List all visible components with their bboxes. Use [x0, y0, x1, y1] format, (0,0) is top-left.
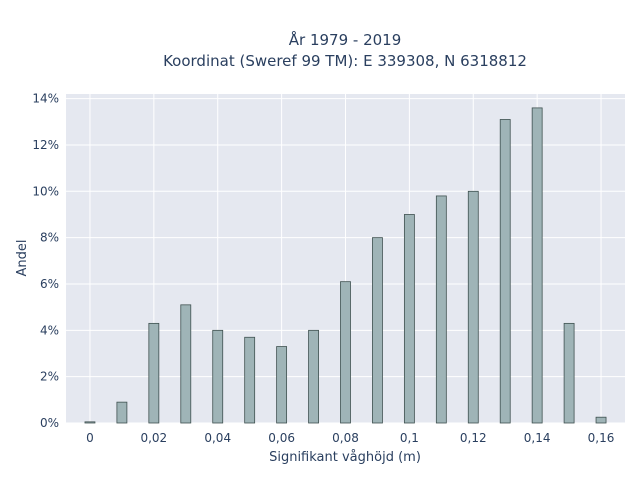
histogram-bar	[340, 281, 351, 424]
histogram-bar	[595, 416, 607, 424]
histogram-bar	[148, 322, 160, 424]
histogram-bar	[308, 329, 319, 424]
histogram-bar	[116, 401, 128, 424]
histogram-bar	[212, 329, 224, 424]
histogram-bar	[499, 119, 511, 424]
histogram-bar	[84, 421, 96, 424]
x-tick-label: 0,14	[524, 431, 551, 445]
x-tick-label: 0,1	[400, 431, 419, 445]
histogram-bar	[244, 336, 256, 424]
plot-area: 0 0,02 0,04 0,06 0,08 0,1 0,12 0,14 0,16 0% 2% 4% 6%…	[32, 92, 625, 445]
y-tick-label: 12%	[32, 138, 59, 152]
y-tick-label: 6%	[40, 277, 59, 291]
x-tick-label: 0,06	[268, 431, 295, 445]
y-tick-label: 0%	[40, 416, 59, 430]
x-tick-label: 0,12	[460, 431, 487, 445]
histogram-bar	[403, 214, 415, 424]
histogram-bar	[180, 304, 192, 424]
x-tick-label: 0,04	[204, 431, 231, 445]
x-tick-label: 0,16	[588, 431, 615, 445]
histogram-bar	[435, 195, 447, 424]
histogram-bar	[276, 346, 288, 424]
y-tick-label: 14%	[32, 92, 59, 106]
histogram-bar	[563, 322, 575, 424]
histogram-bar	[372, 237, 383, 424]
y-tick-label: 2%	[40, 370, 59, 384]
histogram-bar	[467, 190, 479, 424]
histogram-bar	[531, 107, 543, 424]
x-tick-label: 0,08	[332, 431, 359, 445]
y-tick-label: 10%	[32, 184, 59, 198]
y-tick-label: 4%	[40, 323, 59, 337]
x-tick-label: 0	[86, 431, 94, 445]
chart-title: År 1979 - 2019	[289, 30, 402, 49]
y-axis-title: Andel	[15, 240, 30, 277]
x-tick-label: 0,02	[140, 431, 167, 445]
x-axis-title: Signifikant våghöjd (m)	[269, 450, 421, 465]
y-tick-label: 8%	[40, 231, 59, 245]
chart-subtitle: Koordinat (Sweref 99 TM): E 339308, N 63…	[163, 52, 527, 70]
